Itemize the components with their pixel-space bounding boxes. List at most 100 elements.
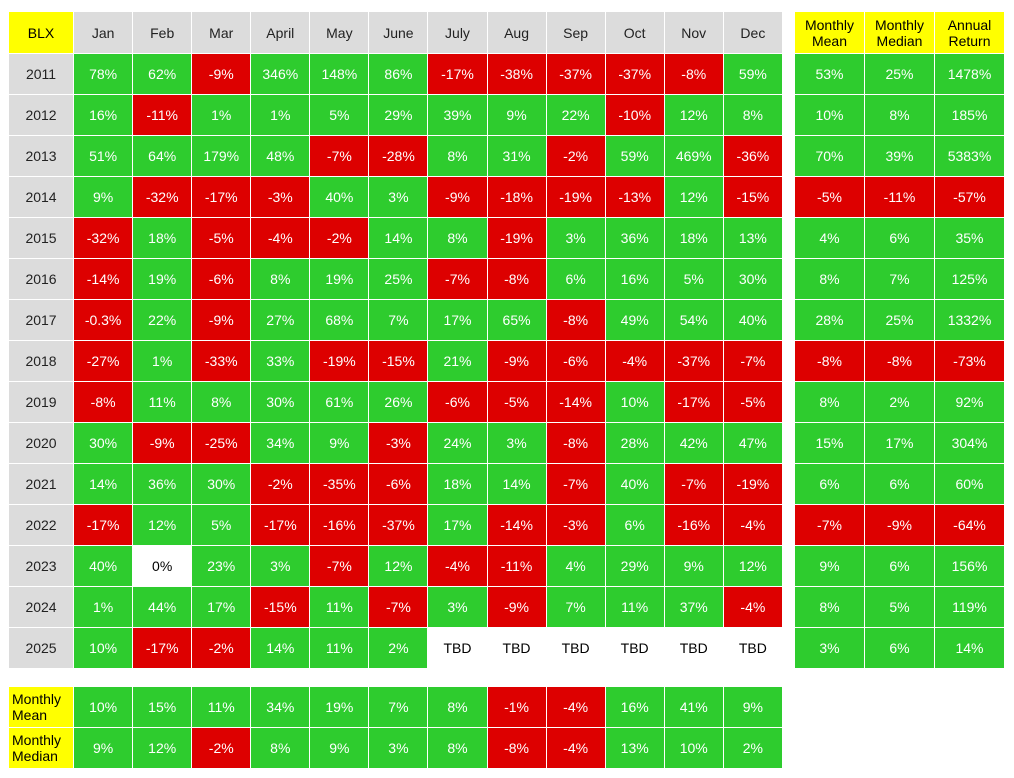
year-row-2019: 2019 -8% 11% 8% 30% 61% 26% -6% -5% -14% 10% -17% -5… (9, 382, 782, 422)
return-cell-2012-dec: 8% (723, 95, 782, 135)
return-cell-2020-may: 9% (310, 423, 369, 463)
year-label-2015: 2015 (9, 218, 74, 258)
return-cell-2011-oct: -37% (605, 54, 664, 94)
summary-cell-2013-1: 39% (865, 136, 934, 176)
return-cell-2016-feb: 19% (133, 259, 192, 299)
return-cell-2023-feb: 0% (133, 546, 192, 586)
month-header-feb: Feb (133, 12, 192, 53)
return-cell-2011-april: 346% (251, 54, 310, 94)
summary-row-2021: 6% 6% 60% (795, 464, 1004, 504)
summary-row-2017: 28% 25% 1332% (795, 300, 1004, 340)
month-header-jan: Jan (74, 12, 133, 53)
return-cell-2018-june: -15% (369, 341, 428, 381)
return-cell-2013-nov: 469% (664, 136, 723, 176)
summary-cell-2018-1: -8% (865, 341, 934, 381)
year-label-2022: 2022 (9, 505, 74, 545)
return-cell-2016-may: 19% (310, 259, 369, 299)
return-cell-2016-dec: 30% (723, 259, 782, 299)
return-cell-2016-jan: -14% (74, 259, 133, 299)
return-cell-2015-sep: 3% (546, 218, 605, 258)
return-cell-2011-aug: -38% (487, 54, 546, 94)
return-cell-2023-mar: 23% (192, 546, 251, 586)
return-cell-2020-sep: -8% (546, 423, 605, 463)
return-cell-2013-dec: -36% (723, 136, 782, 176)
stat-row-monthly-mean: Monthly Mean 10% 15% 11% 34% 19% 7% 8% -1% -4% 16%… (9, 687, 782, 727)
return-cell-2017-mar: -9% (192, 300, 251, 340)
return-cell-2012-july: 39% (428, 95, 487, 135)
year-row-2013: 2013 51% 64% 179% 48% -7% -28% 8% 31% -2% 59% 469% -… (9, 136, 782, 176)
summary-cell-2024-2: 119% (935, 587, 1004, 627)
year-label-2018: 2018 (9, 341, 74, 381)
summary-cell-2012-0: 10% (795, 95, 864, 135)
summary-cell-2020-0: 15% (795, 423, 864, 463)
summary-cell-2019-1: 2% (865, 382, 934, 422)
return-cell-2018-july: 21% (428, 341, 487, 381)
return-cell-2019-may: 61% (310, 382, 369, 422)
return-cell-2018-mar: -33% (192, 341, 251, 381)
return-cell-2025-mar: -2% (192, 628, 251, 668)
return-cell-2013-may: -7% (310, 136, 369, 176)
return-cell-2017-may: 68% (310, 300, 369, 340)
return-cell-2024-april: -15% (251, 587, 310, 627)
return-cell-2025-sep: TBD (546, 628, 605, 668)
return-cell-2021-mar: 30% (192, 464, 251, 504)
summary-cell-2022-0: -7% (795, 505, 864, 545)
return-cell-2020-jan: 30% (74, 423, 133, 463)
return-cell-2022-feb: 12% (133, 505, 192, 545)
return-cell-2025-may: 11% (310, 628, 369, 668)
return-cell-2019-july: -6% (428, 382, 487, 422)
return-cell-2015-nov: 18% (664, 218, 723, 258)
stat-cell-0-june: 7% (369, 687, 428, 727)
summary-cell-2013-2: 5383% (935, 136, 1004, 176)
return-cell-2020-june: -3% (369, 423, 428, 463)
stat-cell-1-dec: 2% (723, 728, 782, 768)
year-row-2017: 2017 -0.3% 22% -9% 27% 68% 7% 17% 65% -8% 49% 54% 40… (9, 300, 782, 340)
summary-cell-2016-2: 125% (935, 259, 1004, 299)
return-cell-2017-aug: 65% (487, 300, 546, 340)
return-cell-2014-nov: 12% (664, 177, 723, 217)
stat-cell-0-aug: -1% (487, 687, 546, 727)
return-cell-2015-june: 14% (369, 218, 428, 258)
return-cell-2012-feb: -11% (133, 95, 192, 135)
return-cell-2022-oct: 6% (605, 505, 664, 545)
stat-cell-1-oct: 13% (605, 728, 664, 768)
return-cell-2021-feb: 36% (133, 464, 192, 504)
year-row-2020: 2020 30% -9% -25% 34% 9% -3% 24% 3% -8% 28% 42% 47% (9, 423, 782, 463)
return-cell-2020-feb: -9% (133, 423, 192, 463)
return-cell-2014-aug: -18% (487, 177, 546, 217)
month-header-row: BLX Jan Feb Mar April May June July Aug Sep Oct Nov… (9, 12, 782, 53)
return-cell-2021-oct: 40% (605, 464, 664, 504)
return-cell-2018-feb: 1% (133, 341, 192, 381)
year-label-2019: 2019 (9, 382, 74, 422)
return-cell-2020-dec: 47% (723, 423, 782, 463)
yearly-summary-table: Monthly Mean Monthly Median Annual Return … (794, 11, 1005, 669)
summary-row-2025: 3% 6% 14% (795, 628, 1004, 668)
return-cell-2020-nov: 42% (664, 423, 723, 463)
summary-cell-2019-0: 8% (795, 382, 864, 422)
summary-row-2020: 15% 17% 304% (795, 423, 1004, 463)
return-cell-2014-jan: 9% (74, 177, 133, 217)
return-cell-2011-mar: -9% (192, 54, 251, 94)
return-cell-2019-nov: -17% (664, 382, 723, 422)
return-cell-2012-nov: 12% (664, 95, 723, 135)
return-cell-2014-oct: -13% (605, 177, 664, 217)
return-cell-2019-feb: 11% (133, 382, 192, 422)
summary-header-row: Monthly Mean Monthly Median Annual Return (795, 12, 1004, 53)
return-cell-2017-nov: 54% (664, 300, 723, 340)
return-cell-2015-jan: -32% (74, 218, 133, 258)
return-cell-2018-dec: -7% (723, 341, 782, 381)
summary-cell-2023-0: 9% (795, 546, 864, 586)
return-cell-2025-feb: -17% (133, 628, 192, 668)
summary-cell-2013-0: 70% (795, 136, 864, 176)
year-label-2012: 2012 (9, 95, 74, 135)
return-cell-2011-jan: 78% (74, 54, 133, 94)
return-cell-2022-april: -17% (251, 505, 310, 545)
return-cell-2012-sep: 22% (546, 95, 605, 135)
stat-cell-0-april: 34% (251, 687, 310, 727)
return-cell-2011-july: -17% (428, 54, 487, 94)
return-cell-2025-june: 2% (369, 628, 428, 668)
return-cell-2021-jan: 14% (74, 464, 133, 504)
year-row-2025: 2025 10% -17% -2% 14% 11% 2% TBD TBD TBD TBD TBD TBD (9, 628, 782, 668)
summary-header-monthly-mean: Monthly Mean (795, 12, 864, 53)
summary-cell-2023-1: 6% (865, 546, 934, 586)
